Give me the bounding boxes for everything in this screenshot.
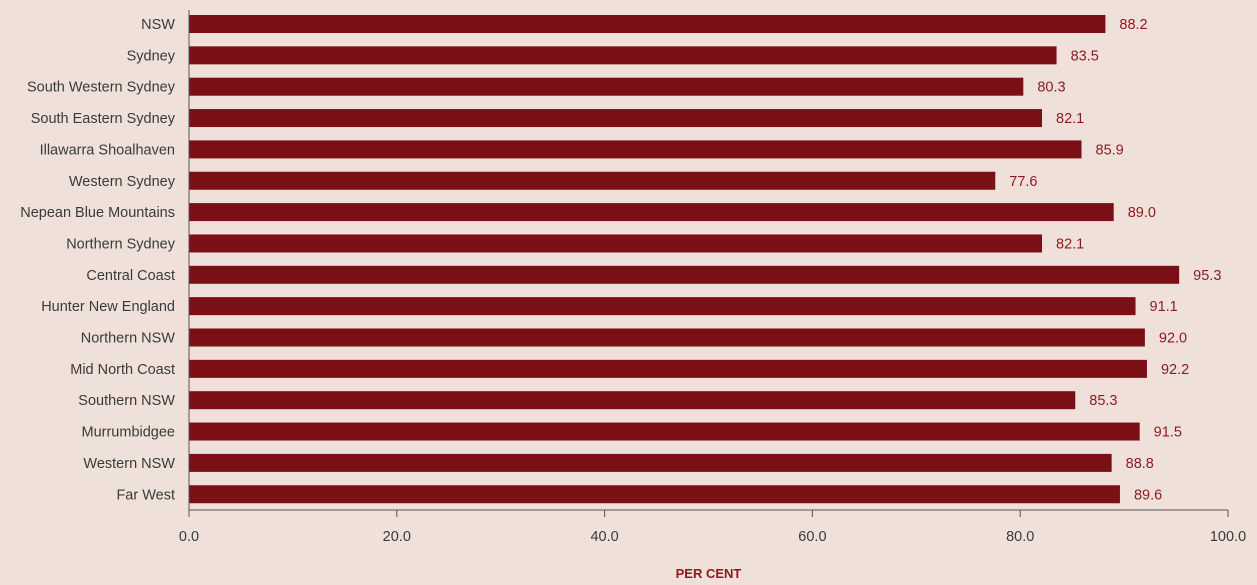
value-label: 82.1 xyxy=(1056,236,1084,252)
category-label: South Western Sydney xyxy=(27,80,176,96)
value-label: 85.9 xyxy=(1096,142,1124,158)
category-label: Mid North Coast xyxy=(70,362,175,378)
value-label: 92.2 xyxy=(1161,362,1189,378)
x-tick-label: 0.0 xyxy=(179,529,199,545)
category-label: Southern NSW xyxy=(78,393,175,409)
category-label: Western Sydney xyxy=(69,174,176,190)
value-labels-group: 88.2 83.5 80.3 82.1 85.9 77.6 89.0 82.1 95.3 91.1… xyxy=(1009,17,1221,503)
bar xyxy=(189,109,1043,128)
bar xyxy=(189,359,1147,378)
bar xyxy=(189,485,1120,504)
bar xyxy=(189,453,1112,472)
value-label: 95.3 xyxy=(1193,268,1221,284)
category-label: Northern Sydney xyxy=(66,236,176,252)
bar xyxy=(189,422,1140,441)
category-label: Illawarra Shoalhaven xyxy=(40,142,175,158)
value-label: 82.1 xyxy=(1056,111,1084,127)
bar xyxy=(189,203,1114,222)
value-label: 91.5 xyxy=(1154,425,1182,441)
bar xyxy=(189,234,1043,253)
value-label: 88.2 xyxy=(1119,17,1147,33)
category-label: Western NSW xyxy=(83,456,175,472)
bar xyxy=(189,265,1180,284)
value-label: 89.0 xyxy=(1128,205,1156,221)
bar xyxy=(189,328,1145,347)
bar xyxy=(189,171,996,190)
x-ticks-group: 0.0 20.0 40.0 60.0 80.0 100.0 xyxy=(179,510,1246,545)
x-tick-label: 100.0 xyxy=(1210,529,1246,545)
value-label: 89.6 xyxy=(1134,487,1162,503)
bar xyxy=(189,391,1076,410)
x-tick-label: 60.0 xyxy=(798,529,826,545)
value-label: 92.0 xyxy=(1159,331,1187,347)
category-label: Hunter New England xyxy=(41,299,175,315)
category-label: Northern NSW xyxy=(81,331,176,347)
value-label: 85.3 xyxy=(1089,393,1117,409)
value-label: 80.3 xyxy=(1037,80,1065,96)
category-label: NSW xyxy=(141,17,175,33)
category-label: Central Coast xyxy=(86,268,175,284)
category-label: Sydney xyxy=(127,48,176,64)
x-axis-title: PER CENT xyxy=(676,566,742,581)
category-labels-group: NSW Sydney South Western Sydney South Easte… xyxy=(20,17,176,503)
bars-group xyxy=(189,15,1180,504)
category-label: Far West xyxy=(116,487,175,503)
x-tick-label: 20.0 xyxy=(383,529,411,545)
x-tick-label: 80.0 xyxy=(1006,529,1034,545)
bar xyxy=(189,297,1136,316)
bar xyxy=(189,15,1106,33)
bar xyxy=(189,46,1057,65)
category-label: Murrumbidgee xyxy=(82,425,176,441)
value-label: 77.6 xyxy=(1009,174,1037,190)
bar xyxy=(189,140,1082,159)
value-label: 88.8 xyxy=(1126,456,1154,472)
x-tick-label: 40.0 xyxy=(590,529,618,545)
bar xyxy=(189,77,1024,96)
value-label: 83.5 xyxy=(1071,48,1099,64)
category-label: South Eastern Sydney xyxy=(31,111,176,127)
value-label: 91.1 xyxy=(1150,299,1178,315)
category-label: Nepean Blue Mountains xyxy=(20,205,175,221)
